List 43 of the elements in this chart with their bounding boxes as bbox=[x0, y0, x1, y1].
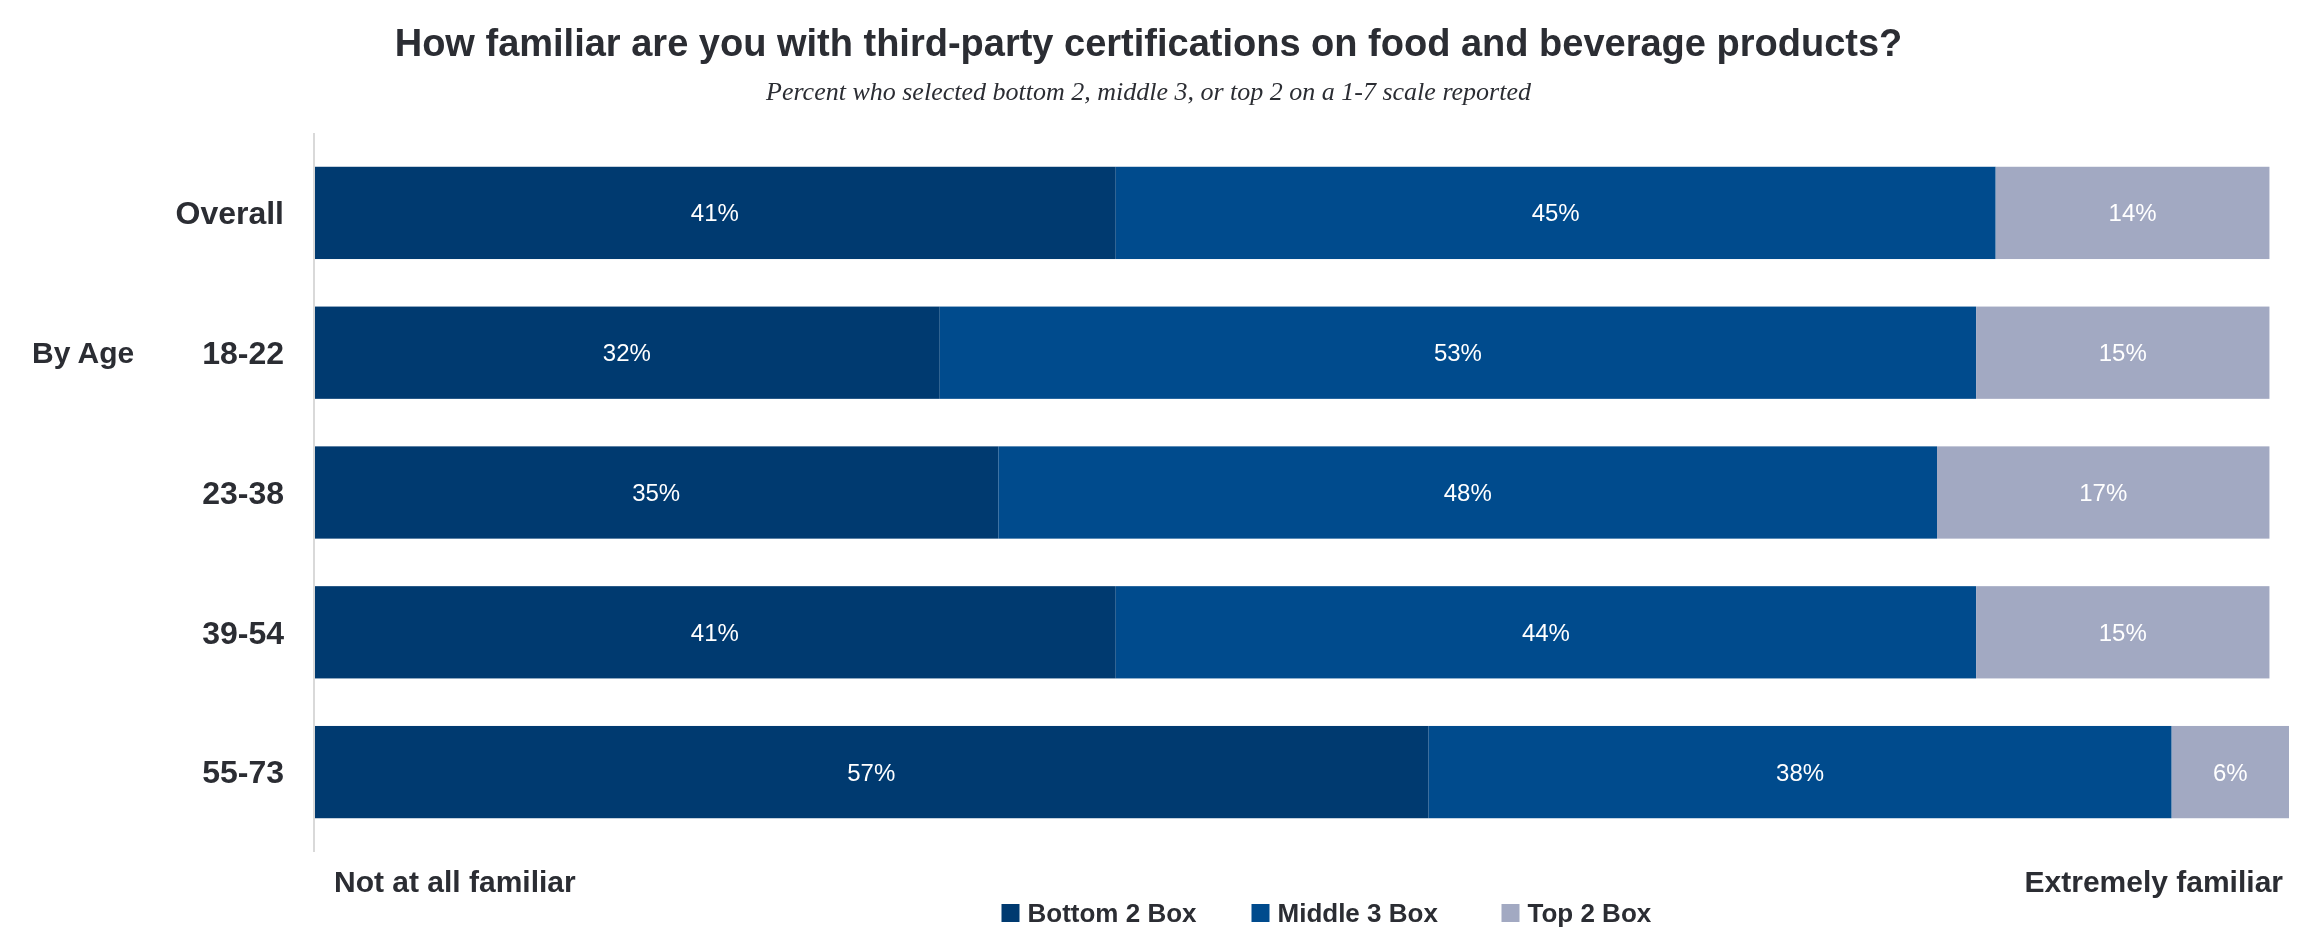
data-label: 41% bbox=[690, 199, 739, 227]
legend-label: Top 2 Box bbox=[1527, 898, 1652, 928]
bar bbox=[1428, 725, 2172, 819]
data-label: 14% bbox=[2108, 199, 2157, 227]
legend-label: Bottom 2 Box bbox=[1027, 898, 1198, 928]
chart-subtitle: Percent who selected bottom 2, middle 3, or top 2 on a 1-7 scale reported bbox=[765, 77, 1532, 106]
text: Not at all familiar bbox=[334, 865, 577, 898]
bar bbox=[1976, 586, 2270, 679]
text: By Age bbox=[32, 336, 135, 370]
legend-label: Middle 3 Box bbox=[1277, 898, 1439, 928]
data-label: 35% bbox=[632, 478, 681, 506]
bar bbox=[314, 725, 1429, 819]
y-tick-label: Overall bbox=[175, 195, 284, 232]
bar bbox=[939, 306, 1977, 399]
y-tick-label: 23-38 bbox=[202, 474, 284, 511]
data-label: 41% bbox=[690, 618, 739, 646]
bar bbox=[314, 166, 1116, 260]
data-label: 17% bbox=[2079, 478, 2128, 506]
bar bbox=[314, 446, 999, 539]
bar bbox=[314, 306, 940, 399]
y-tick-label: 18-22 bbox=[202, 334, 284, 371]
data-label: 6% bbox=[2212, 758, 2248, 786]
y-tick-label: 55-73 bbox=[202, 754, 284, 791]
data-label: 15% bbox=[2098, 339, 2147, 367]
data-label: 15% bbox=[2098, 618, 2147, 646]
bar bbox=[1976, 306, 2270, 399]
data-label: 38% bbox=[1776, 758, 1825, 786]
data-label: 45% bbox=[1531, 199, 1580, 227]
bar bbox=[1115, 586, 1977, 679]
data-label: 57% bbox=[847, 758, 896, 786]
data-label: 48% bbox=[1443, 478, 1492, 506]
text: Extremely familiar bbox=[2024, 865, 2284, 898]
bar bbox=[1937, 446, 2270, 539]
y-tick-label: 39-54 bbox=[202, 614, 285, 651]
bar bbox=[1115, 166, 1996, 260]
data-label: 44% bbox=[1521, 618, 1570, 646]
chart-title: How familiar are you with third-party certifications on food and beverage products? bbox=[394, 22, 1903, 64]
bar bbox=[1995, 166, 2270, 260]
bar bbox=[2171, 725, 2289, 819]
bar bbox=[998, 446, 1938, 539]
bar bbox=[314, 586, 1116, 679]
data-label: 53% bbox=[1433, 339, 1482, 367]
data-label: 32% bbox=[602, 339, 651, 367]
